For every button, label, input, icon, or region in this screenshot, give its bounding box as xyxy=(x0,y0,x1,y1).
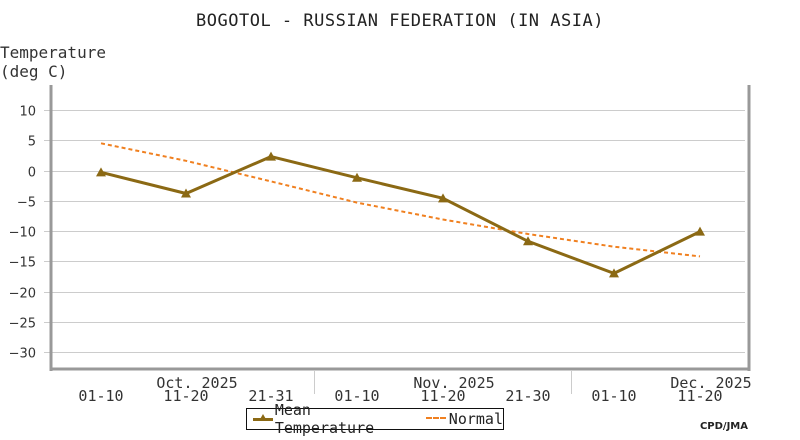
triangle-marker-icon xyxy=(438,193,448,203)
legend: Mean Temperature Normal xyxy=(246,401,504,437)
legend-mean-label: Mean Temperature xyxy=(274,401,375,437)
y-tick-label: 10 xyxy=(19,105,36,120)
grid-lines xyxy=(44,110,745,353)
triangle-marker-icon xyxy=(266,151,276,161)
x-tick-label: 21-30 xyxy=(505,387,550,405)
mean-temperature-series xyxy=(96,151,705,278)
plot-frame xyxy=(49,85,751,394)
triangle-marker-icon xyxy=(609,268,619,278)
mean-temperature-line xyxy=(100,155,701,276)
y-axis-label-line1: Temperature xyxy=(0,43,106,62)
triangle-marker-icon xyxy=(523,236,533,246)
y-tick-label: −25 xyxy=(9,317,36,332)
y-tick-label: 5 xyxy=(28,135,36,150)
x-axis-ticks: 01-10 11-20 21-31 01-10 11-20 21-30 01-10 11-20… xyxy=(78,374,751,405)
normal-line xyxy=(100,142,701,258)
x-tick-label: 11-20 xyxy=(677,387,722,405)
x-tick-label: 01-10 xyxy=(591,387,636,405)
y-tick-label: −20 xyxy=(9,287,36,302)
y-tick-label: −5 xyxy=(17,196,36,211)
normal-series xyxy=(100,142,701,258)
month-label: Dec. 2025 xyxy=(670,374,751,392)
y-tick-label: 0 xyxy=(28,166,36,181)
normal-legend-icon xyxy=(425,417,446,421)
triangle-marker-icon xyxy=(96,167,106,177)
y-tick-label: −30 xyxy=(9,347,36,362)
mean-temperature-legend-icon xyxy=(253,414,273,424)
x-tick-label: 01-10 xyxy=(334,387,379,405)
triangle-marker-icon xyxy=(352,172,362,182)
x-tick-label: 21-31 xyxy=(248,387,293,405)
x-tick-label: 11-20 xyxy=(420,387,465,405)
y-tick-label: −10 xyxy=(9,226,36,241)
triangle-marker-icon xyxy=(181,188,191,198)
chart-title: BOGOTOL - RUSSIAN FEDERATION (IN ASIA) xyxy=(196,11,604,31)
y-axis-label-line2: (deg C) xyxy=(0,62,68,81)
credit-label: CPD/JMA xyxy=(699,421,748,432)
x-tick-label: 11-20 xyxy=(163,387,208,405)
x-tick-label: 01-10 xyxy=(78,387,123,405)
legend-normal-label: Normal xyxy=(448,410,503,428)
triangle-marker-icon xyxy=(695,226,705,236)
y-tick-label: −15 xyxy=(9,256,36,271)
y-axis-ticks: 10 5 0 −5 −10 −15 −20 −25 −30 xyxy=(9,105,36,362)
y-axis-label: Temperature (deg C) xyxy=(0,43,106,81)
month-label: Nov. 2025 xyxy=(413,374,494,392)
month-label: Oct. 2025 xyxy=(156,374,237,392)
